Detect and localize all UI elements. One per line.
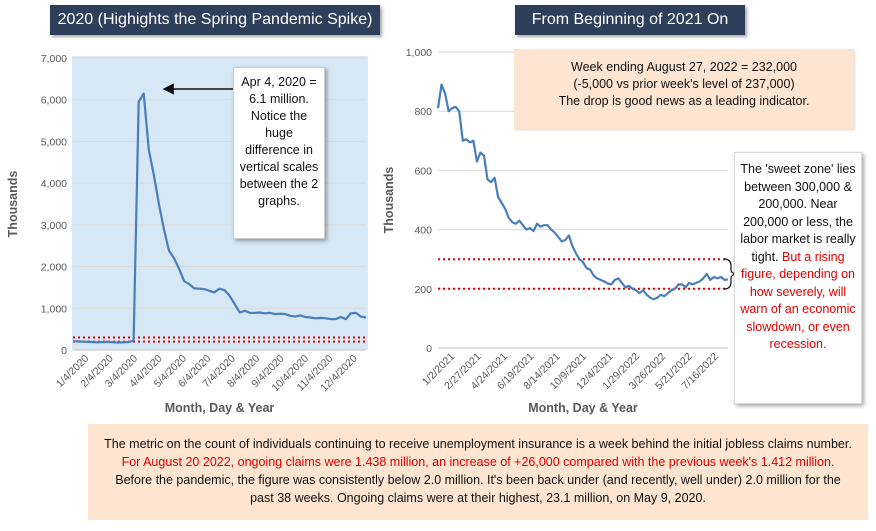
apr-2020-callout: Apr 4, 2020 = 6.1 million. Notice the hu…: [233, 67, 325, 239]
sweet-zone-text: The 'sweet zone' lies between 300,000 & …: [740, 162, 856, 264]
right-chart-y-tick-label: 800: [414, 106, 432, 118]
apr-2020-callout-text: Apr 4, 2020 = 6.1 million. Notice the hu…: [239, 75, 319, 208]
left-chart-y-tick-label: 0: [61, 345, 67, 357]
bottom-note-part-2: For August 20 2022, ongoing claims were …: [121, 455, 835, 469]
left-chart-y-tick-label: 6,000: [41, 95, 67, 107]
right-chart-title: From Beginning of 2021 On: [515, 5, 745, 35]
right-chart-y-tick-label: 400: [414, 225, 432, 237]
latest-week-line-1: Week ending August 27, 2022 = 232,000: [571, 60, 797, 74]
sweet-zone-warning: But a rising figure, depending on how se…: [740, 249, 856, 352]
latest-week-callout: Week ending August 27, 2022 = 232,000 (-…: [514, 49, 854, 129]
left-chart-y-tick-label: 4,000: [41, 178, 67, 190]
right-chart-series-line: [436, 83, 729, 301]
bottom-note: The metric on the count of individuals c…: [88, 424, 868, 520]
sweet-zone-callout: The 'sweet zone' lies between 300,000 & …: [734, 152, 862, 404]
left-chart-y-axis-title: Thousands: [6, 171, 20, 238]
left-chart-y-tick-label: 1,000: [41, 303, 67, 315]
right-chart-y-tick-label: 600: [414, 165, 432, 177]
left-chart-y-tick-label: 7,000: [41, 53, 67, 65]
right-chart-y-tick-label: 200: [414, 284, 432, 296]
left-chart-y-tick-label: 5,000: [41, 136, 67, 148]
left-chart-y-tick-label: 2,000: [41, 262, 67, 274]
left-chart-x-axis-title: Month, Day & Year: [165, 401, 275, 415]
left-chart-title: 2020 (Highights the Spring Pandemic Spik…: [50, 5, 380, 35]
bottom-note-part-3: Before the pandemic, the figure was cons…: [115, 473, 841, 505]
latest-week-line-2: (-5,000 vs prior week's level of 237,000…: [573, 77, 795, 91]
latest-week-line-3: The drop is good news as a leading indic…: [558, 94, 810, 108]
left-chart-series-line: [72, 92, 367, 344]
right-chart-y-tick-label: 0: [426, 343, 432, 355]
right-chart-y-tick-label: 1,000: [406, 47, 432, 59]
left-chart-y-tick-label: 3,000: [41, 220, 67, 232]
right-chart-x-axis-title: Month, Day & Year: [528, 401, 638, 415]
right-chart-y-axis-title: Thousands: [382, 167, 396, 234]
bottom-note-part-1: The metric on the count of individuals c…: [104, 437, 852, 451]
